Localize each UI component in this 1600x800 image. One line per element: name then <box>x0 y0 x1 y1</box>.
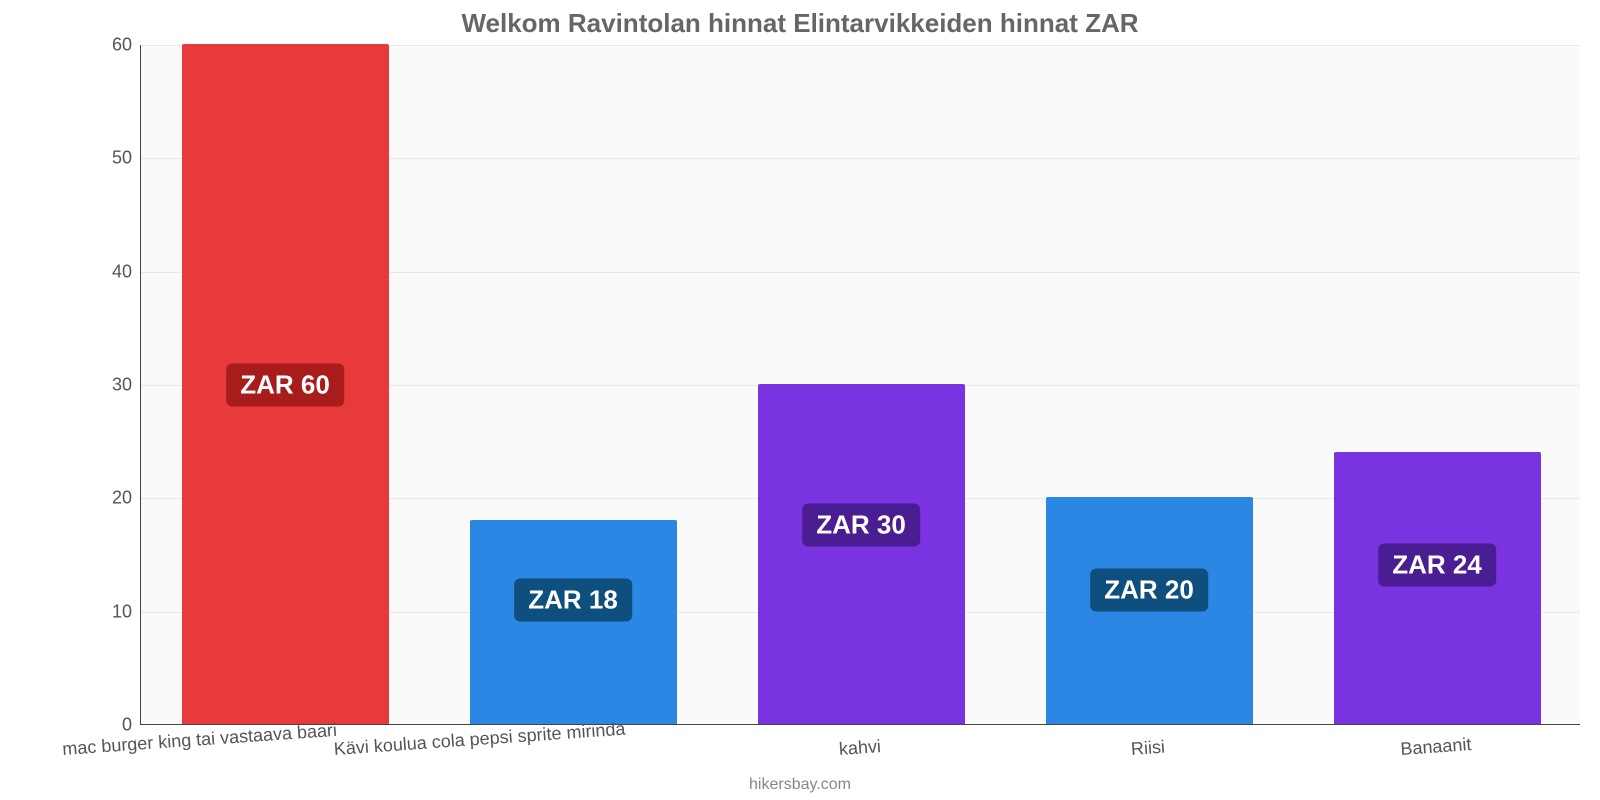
footer-text: hikersbay.com <box>0 776 1600 794</box>
value-badge-1: ZAR 18 <box>514 579 632 622</box>
chart-title: Welkom Ravintolan hinnat Elintarvikkeide… <box>0 8 1600 39</box>
value-badge-2: ZAR 30 <box>802 504 920 547</box>
value: ZAR 60 <box>240 370 330 400</box>
bar-4 <box>1334 452 1541 724</box>
value-badge-4: ZAR 24 <box>1378 544 1496 587</box>
ytick-10: 10 <box>92 601 132 622</box>
ytick-60: 60 <box>92 35 132 56</box>
xtick-3: Riisi <box>1130 737 1165 760</box>
value: ZAR 24 <box>1392 550 1482 580</box>
xtick-2: kahvi <box>838 736 881 760</box>
plot-area: ZAR 60 ZAR 18 ZAR 30 ZAR 20 ZAR 24 <box>140 45 1580 725</box>
ytick-30: 30 <box>92 375 132 396</box>
bar-2 <box>758 384 965 724</box>
value-badge-0: ZAR 60 <box>226 364 344 407</box>
value: ZAR 20 <box>1104 575 1194 605</box>
ytick-40: 40 <box>92 261 132 282</box>
xtick-4: Banaanit <box>1400 734 1472 760</box>
ytick-50: 50 <box>92 148 132 169</box>
ytick-0: 0 <box>92 715 132 736</box>
value: ZAR 18 <box>528 585 618 615</box>
value-badge-3: ZAR 20 <box>1090 569 1208 612</box>
bar-1 <box>470 520 677 724</box>
ytick-20: 20 <box>92 488 132 509</box>
value: ZAR 30 <box>816 510 906 540</box>
chart-container: Welkom Ravintolan hinnat Elintarvikkeide… <box>0 0 1600 800</box>
